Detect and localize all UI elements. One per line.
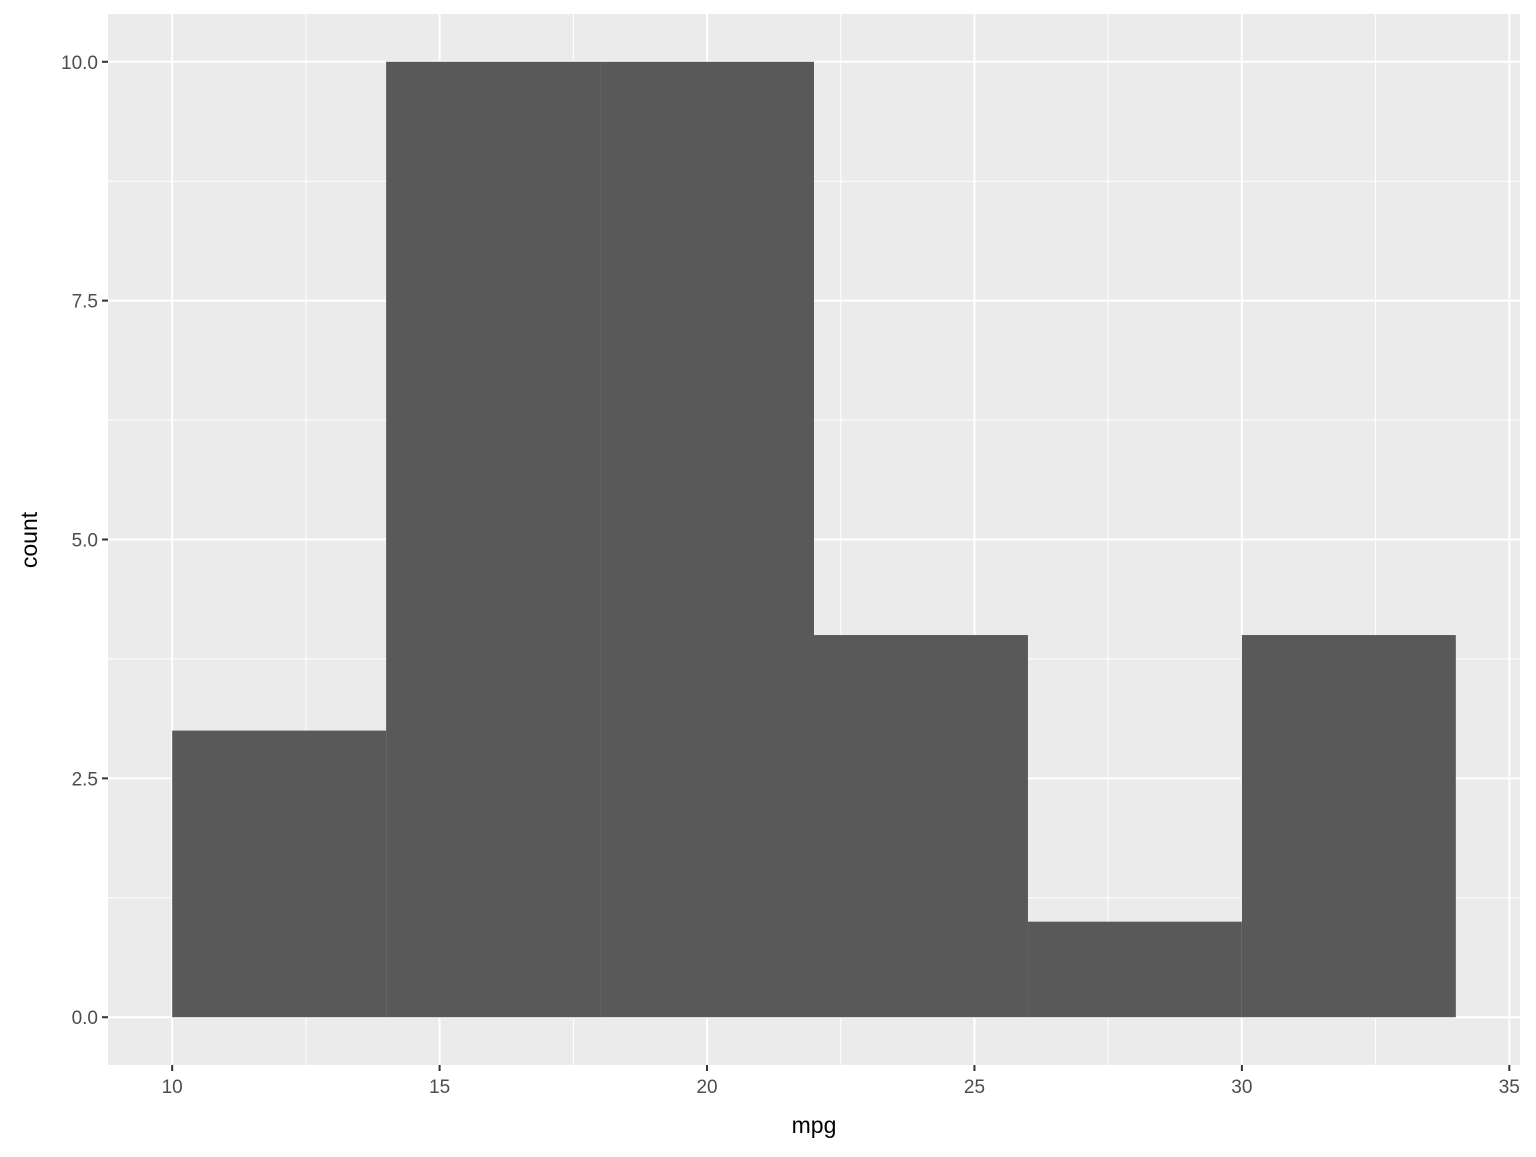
x-tick-label: 30	[1231, 1077, 1252, 1098]
y-tick-label: 7.5	[72, 292, 98, 313]
histogram-bar	[600, 61, 814, 1018]
histogram-bar	[1027, 921, 1242, 1018]
histogram-bar	[386, 61, 601, 1018]
x-axis-title: mpg	[792, 1112, 837, 1138]
y-axis-title: count	[16, 511, 42, 568]
histogram-bar	[1241, 635, 1456, 1018]
y-tick-label: 10.0	[61, 53, 98, 74]
x-tick-label: 15	[429, 1077, 450, 1098]
histogram-bar	[814, 635, 1028, 1018]
histogram-bar	[172, 730, 387, 1018]
y-tick-label: 0.0	[72, 1008, 98, 1029]
y-tick-label: 2.5	[72, 769, 98, 790]
bars	[172, 61, 1456, 1018]
y-tick-label: 5.0	[72, 531, 98, 552]
x-axis: 10 15 20 25 30 35	[162, 1065, 1520, 1098]
x-tick-label: 25	[964, 1077, 985, 1098]
x-tick-label: 20	[696, 1077, 717, 1098]
y-axis: 0.0 2.5 5.0 7.5 10.0	[61, 53, 108, 1029]
x-tick-label: 35	[1499, 1077, 1520, 1098]
x-tick-label: 10	[162, 1077, 183, 1098]
